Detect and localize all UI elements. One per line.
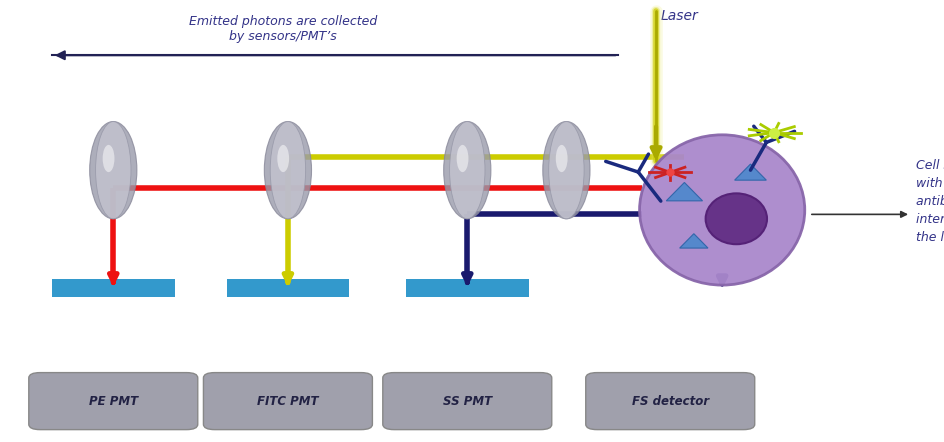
Polygon shape xyxy=(680,234,708,248)
Ellipse shape xyxy=(556,145,567,172)
Text: SS PMT: SS PMT xyxy=(443,395,492,408)
Polygon shape xyxy=(666,183,702,201)
FancyBboxPatch shape xyxy=(28,373,198,430)
Ellipse shape xyxy=(90,122,137,219)
Ellipse shape xyxy=(95,122,131,219)
Ellipse shape xyxy=(706,194,767,244)
FancyBboxPatch shape xyxy=(203,373,372,430)
Text: FITC PMT: FITC PMT xyxy=(257,395,319,408)
FancyBboxPatch shape xyxy=(383,373,551,430)
Ellipse shape xyxy=(548,122,584,219)
Ellipse shape xyxy=(457,145,468,172)
FancyBboxPatch shape xyxy=(585,373,754,430)
Text: PE PMT: PE PMT xyxy=(89,395,138,408)
Bar xyxy=(227,279,349,297)
Text: Laser: Laser xyxy=(661,9,699,23)
Bar xyxy=(406,279,529,297)
Ellipse shape xyxy=(449,122,485,219)
Polygon shape xyxy=(734,164,767,180)
Text: FS detector: FS detector xyxy=(632,395,709,408)
Ellipse shape xyxy=(103,145,114,172)
Ellipse shape xyxy=(270,122,306,219)
Ellipse shape xyxy=(278,145,289,172)
Ellipse shape xyxy=(640,135,804,285)
Text: Cell stained
with fluorescent
antibody are
interogated by
the laser.: Cell stained with fluorescent antibody a… xyxy=(916,159,944,244)
Ellipse shape xyxy=(444,122,491,219)
Ellipse shape xyxy=(264,122,312,219)
Text: Emitted photons are collected
by sensors/PMT’s: Emitted photons are collected by sensors… xyxy=(189,15,378,43)
Ellipse shape xyxy=(543,122,590,219)
Bar xyxy=(52,279,175,297)
